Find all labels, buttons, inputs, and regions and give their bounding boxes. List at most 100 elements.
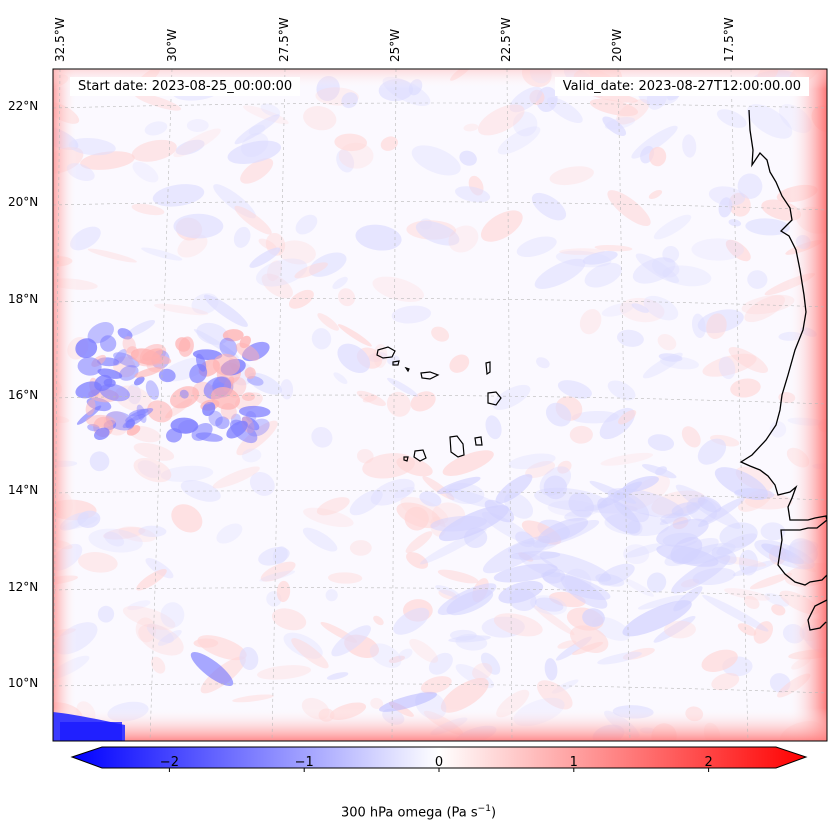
omega-blob (396, 457, 433, 477)
omega-blob (70, 226, 101, 251)
omega-blob (530, 595, 567, 615)
omega-blob (271, 608, 307, 631)
omega-blob (171, 504, 203, 533)
omega-blob (227, 140, 282, 164)
omega-blob (122, 605, 176, 630)
omega-blob (186, 119, 209, 132)
omega-blob (303, 106, 337, 131)
omega-blob (118, 365, 139, 381)
omega-blob (508, 453, 556, 470)
omega-blob (249, 247, 281, 268)
omega-blob (648, 189, 663, 199)
colorbar-tick-label: 1 (569, 755, 578, 770)
omega-blob (78, 552, 118, 573)
omega-blob (393, 607, 430, 635)
omega-blob (302, 527, 338, 552)
west-africa-coastline (739, 109, 827, 631)
omega-blob (260, 561, 296, 582)
omega-field (53, 69, 827, 741)
omega-blob (380, 136, 398, 151)
omega-blob (632, 257, 676, 284)
omega-blob (662, 245, 680, 263)
colorbar-bar (70, 746, 808, 769)
omega-blob (635, 253, 680, 284)
omega-blob (195, 432, 223, 442)
omega-blob (241, 392, 255, 402)
island-santo-antao (376, 346, 396, 359)
omega-blob (737, 173, 763, 199)
omega-blob (338, 142, 374, 169)
omega-blob (134, 367, 162, 378)
lat-label-12n: 12°N (8, 580, 39, 594)
bottom-left-core (60, 722, 122, 741)
omega-blob (701, 649, 738, 672)
omega-blob (446, 589, 494, 616)
omega-blob (68, 138, 116, 156)
omega-blob (362, 394, 378, 403)
lon-label-25w: 25°W (388, 28, 402, 62)
omega-blob (697, 438, 727, 465)
omega-blob (600, 452, 654, 466)
omega-blob (428, 652, 453, 675)
omega-blob (208, 410, 223, 427)
omega-blob (542, 568, 566, 584)
omega-blob (242, 341, 270, 362)
omega-blob (618, 410, 637, 425)
omega-blob (311, 426, 333, 448)
omega-blob (539, 551, 612, 582)
omega-blob (283, 632, 323, 659)
omega-blob (582, 608, 605, 627)
omega-blob (624, 475, 670, 511)
omega-blob (719, 522, 758, 548)
omega-blob (303, 507, 354, 528)
island-boa-vista (487, 391, 502, 406)
omega-blob (127, 600, 151, 611)
omega-blob (241, 416, 260, 431)
omega-blob (86, 414, 116, 428)
omega-blob (226, 420, 248, 439)
omega-blob (616, 99, 650, 125)
omega-blob (141, 247, 183, 261)
omega-blob (419, 491, 442, 507)
omega-blob (749, 572, 793, 590)
omega-blob (326, 672, 349, 680)
omega-blob (100, 335, 117, 352)
omega-blob (557, 460, 572, 474)
omega-blob (534, 597, 564, 612)
omega-blob (138, 525, 167, 538)
omega-blob (212, 466, 260, 489)
omega-blob (543, 475, 568, 500)
omega-blob (379, 692, 437, 712)
omega-blob (697, 496, 722, 513)
omega-blob (387, 377, 418, 397)
omega-blob (515, 531, 535, 548)
omega-blob (492, 384, 531, 410)
omega-blob (356, 448, 374, 464)
omega-blob (355, 224, 402, 251)
omega-blob (430, 515, 487, 532)
omega-blob (525, 460, 556, 478)
omega-blob (177, 234, 208, 258)
omega-blob (440, 677, 489, 713)
omega-blob (656, 544, 719, 567)
omega-blob (160, 602, 185, 628)
omega-blob (455, 633, 488, 651)
omega-blob (256, 258, 308, 287)
omega-blob (166, 428, 183, 443)
colorbar-tick-label: −1 (294, 755, 314, 770)
omega-blob (484, 499, 515, 523)
lon-label-20w: 20°W (610, 28, 624, 62)
omega-blob (317, 313, 340, 331)
omega-blob (481, 616, 525, 638)
omega-blob (760, 522, 786, 541)
omega-blob (464, 527, 488, 548)
omega-blob (692, 567, 736, 586)
omega-blob (370, 697, 384, 710)
omega-blob (568, 492, 594, 518)
omega-blob (152, 184, 205, 207)
omega-blob (147, 400, 173, 423)
omega-blob (480, 210, 523, 242)
omega-blob (607, 190, 651, 227)
